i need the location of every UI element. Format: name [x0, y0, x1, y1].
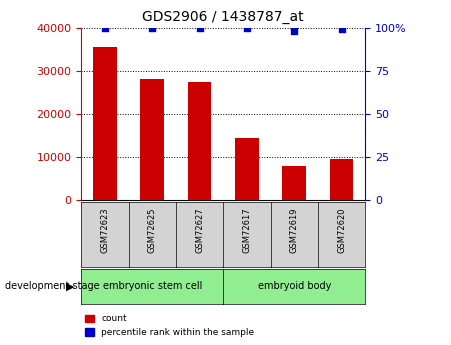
Point	[290, 28, 298, 34]
Point	[338, 27, 345, 32]
Text: GSM72627: GSM72627	[195, 207, 204, 253]
Point	[244, 25, 251, 30]
Point	[196, 25, 203, 30]
Legend: count, percentile rank within the sample: count, percentile rank within the sample	[81, 311, 258, 341]
Text: development stage: development stage	[5, 282, 99, 291]
Title: GDS2906 / 1438787_at: GDS2906 / 1438787_at	[143, 10, 304, 24]
Bar	[235, 138, 259, 200]
Text: GSM72623: GSM72623	[101, 207, 109, 253]
Bar	[282, 166, 306, 200]
Point	[101, 25, 108, 30]
Bar	[93, 47, 117, 200]
Text: embryonic stem cell: embryonic stem cell	[102, 282, 202, 291]
Text: GSM72617: GSM72617	[243, 207, 251, 253]
Text: GSM72620: GSM72620	[337, 207, 346, 253]
Bar	[188, 81, 212, 200]
Text: ▶: ▶	[66, 282, 74, 291]
Text: GSM72625: GSM72625	[148, 207, 156, 253]
Point	[148, 25, 156, 30]
Bar	[140, 79, 164, 200]
Bar	[330, 159, 354, 200]
Text: embryoid body: embryoid body	[258, 282, 331, 291]
Text: GSM72619: GSM72619	[290, 207, 299, 253]
